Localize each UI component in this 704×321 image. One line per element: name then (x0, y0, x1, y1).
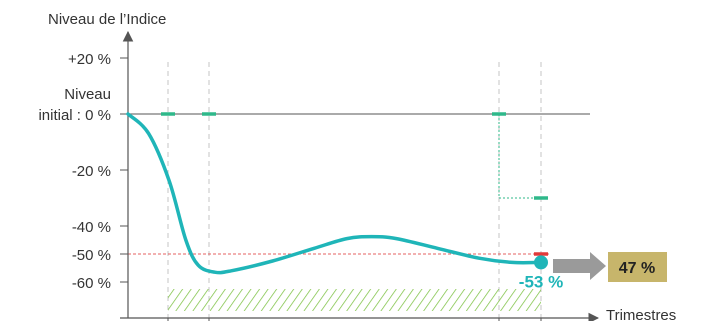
result-box (608, 252, 667, 282)
x-axis-title: Trimestres (606, 307, 676, 321)
coupon-step-lines (498, 114, 541, 199)
series-lines (126, 112, 543, 275)
axis-labels: +20 % Niveau initial : 0 % -20 % -40 % -50 % -… (38, 11, 676, 321)
series-line-1 (126, 112, 543, 275)
y-tick-label-4: -40 % (72, 219, 111, 236)
observation-date-lines (167, 62, 542, 321)
result-group: 47 % (553, 252, 667, 282)
coupon-step-line (498, 114, 541, 199)
result-label: 47 % (619, 260, 655, 277)
y-tick-label-3: -20 % (72, 163, 111, 180)
y-tick-label-5: -50 % (72, 247, 111, 264)
y-tick-label-1: +20 % (68, 51, 111, 68)
y-tick-label-2-line-1: Niveau (64, 86, 111, 103)
coupon-markers: -53 % (161, 112, 563, 291)
y-axis-title: Niveau de l’Indice (48, 11, 166, 28)
loss-zone (168, 289, 541, 311)
y-tick-label-2-line-2: initial : 0 % (38, 107, 111, 124)
result-arrow (553, 252, 606, 280)
y-tick-label-6: -60 % (72, 275, 111, 292)
final-point-label: -53 % (519, 272, 563, 291)
final-point-marker (534, 255, 548, 270)
loss-zone-hatch (168, 289, 541, 311)
